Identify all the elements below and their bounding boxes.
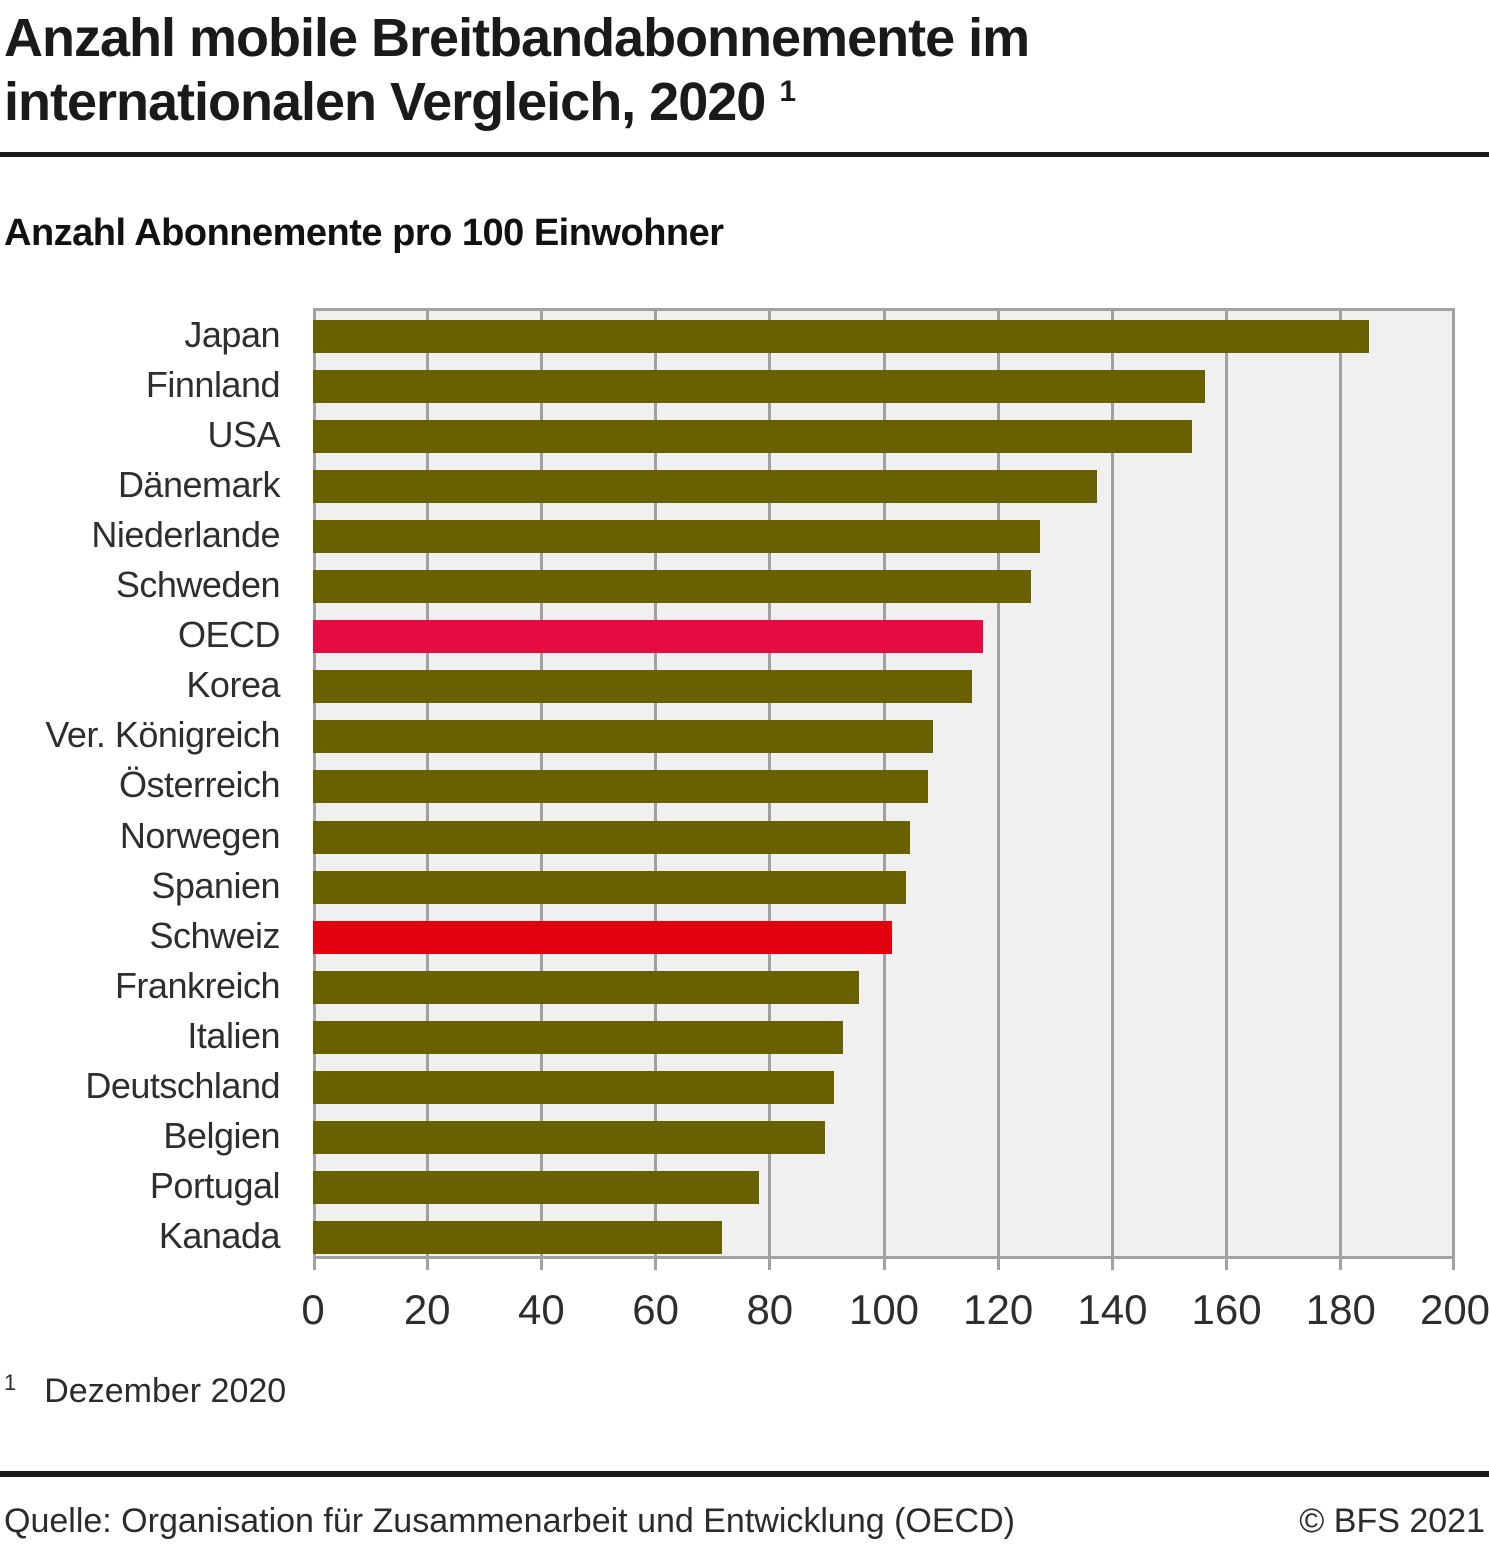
tick-mark-60 bbox=[654, 1259, 658, 1270]
category-label-schweiz: Schweiz bbox=[149, 914, 280, 956]
plot-area bbox=[313, 308, 1455, 1259]
tick-mark-0 bbox=[313, 1259, 316, 1270]
bar-usa bbox=[313, 420, 1192, 454]
category-label-japan: Japan bbox=[184, 314, 280, 356]
bar-ver-königreich bbox=[313, 720, 933, 754]
category-label-frankreich: Frankreich bbox=[114, 964, 281, 1006]
title-footnote-marker: 1 bbox=[779, 75, 796, 108]
tick-label-40: 40 bbox=[518, 1286, 565, 1333]
tick-label-200: 200 bbox=[1419, 1286, 1489, 1333]
category-label-kanada: Kanada bbox=[158, 1214, 281, 1256]
category-label-niederlande: Niederlande bbox=[91, 514, 280, 556]
footnote-marker: 1 bbox=[4, 1369, 17, 1395]
copyright-text: © BFS 2021 bbox=[1299, 1502, 1485, 1540]
gridline-200 bbox=[1452, 308, 1455, 1259]
category-label-korea: Korea bbox=[186, 664, 280, 706]
tick-mark-180 bbox=[1339, 1259, 1343, 1270]
footer-divider bbox=[0, 1471, 1489, 1477]
category-label-österreich: Österreich bbox=[118, 764, 281, 806]
bar-frankreich bbox=[313, 970, 859, 1004]
footnote: 1 Dezember 2020 bbox=[4, 1369, 287, 1411]
source-text: Quelle: Organisation für Zusammenarbeit … bbox=[4, 1502, 1015, 1540]
y-axis-category-labels: Japan Finnland USA Dänemark Niederlande Schwe… bbox=[0, 308, 280, 1259]
plot-top-edge bbox=[313, 308, 1455, 311]
title-divider bbox=[0, 152, 1489, 157]
chart-title-line2: internationalen Vergleich, 2020 bbox=[4, 72, 766, 132]
category-label-deutschland: Deutschland bbox=[85, 1064, 280, 1106]
tick-label-180: 180 bbox=[1305, 1286, 1376, 1333]
tick-label-140: 140 bbox=[1077, 1286, 1148, 1333]
tick-mark-160 bbox=[1225, 1259, 1229, 1270]
tick-label-80: 80 bbox=[746, 1286, 794, 1333]
bar-italien bbox=[313, 1020, 844, 1054]
bar-korea bbox=[313, 670, 972, 704]
bar-finnland bbox=[313, 370, 1206, 404]
bar-norwegen bbox=[313, 820, 910, 854]
bar-schweden bbox=[313, 570, 1032, 604]
tick-label-0: 0 bbox=[301, 1286, 325, 1333]
chart-title-line1: Anzahl mobile Breitbandabonnemente im bbox=[4, 8, 1030, 68]
x-axis-tick-labels: 0 20 40 60 80 100 120 140 160 180 200 bbox=[301, 1286, 1489, 1336]
category-label-norwegen: Norwegen bbox=[119, 814, 281, 856]
gridline-180 bbox=[1339, 308, 1343, 1259]
category-label-schweden: Schweden bbox=[115, 564, 281, 606]
tick-label-120: 120 bbox=[963, 1286, 1034, 1333]
tick-label-100: 100 bbox=[848, 1286, 920, 1333]
tick-label-60: 60 bbox=[632, 1286, 679, 1333]
category-label-belgien: Belgien bbox=[163, 1114, 280, 1156]
category-label-dänemark: Dänemark bbox=[117, 464, 281, 506]
gridline-160 bbox=[1225, 308, 1229, 1259]
bar-dänemark bbox=[313, 470, 1097, 504]
bar-chart: Japan Finnland USA Dänemark Niederlande Schwe… bbox=[0, 308, 1489, 1348]
tick-mark-100 bbox=[882, 1259, 886, 1270]
bar-kanada bbox=[313, 1220, 722, 1254]
chart-subtitle: Anzahl Abonnemente pro 100 Einwohner bbox=[4, 212, 724, 254]
bar-schweiz bbox=[313, 920, 892, 954]
bar-portugal bbox=[313, 1170, 759, 1204]
tick-mark-80 bbox=[768, 1259, 772, 1270]
category-label-italien: Italien bbox=[187, 1014, 280, 1056]
bar-niederlande bbox=[313, 520, 1040, 554]
x-axis-line bbox=[313, 1256, 1455, 1259]
bar-oecd bbox=[313, 620, 983, 654]
tick-label-160: 160 bbox=[1191, 1286, 1262, 1333]
gridline-120 bbox=[996, 308, 1000, 1259]
category-label-oecd: OECD bbox=[177, 614, 281, 656]
bar-deutschland bbox=[313, 1070, 834, 1104]
bar-österreich bbox=[313, 770, 928, 804]
tick-label-20: 20 bbox=[403, 1286, 451, 1333]
tick-mark-120 bbox=[996, 1259, 1000, 1270]
gridline-140 bbox=[1110, 308, 1114, 1259]
tick-mark-200 bbox=[1452, 1259, 1455, 1270]
chart-title: Anzahl mobile Breitbandabonnemente im in… bbox=[4, 6, 1204, 134]
bar-spanien bbox=[313, 870, 907, 904]
category-label-usa: USA bbox=[207, 414, 280, 456]
footnote-text: Dezember 2020 bbox=[44, 1372, 287, 1410]
category-label-portugal: Portugal bbox=[149, 1164, 281, 1206]
tick-mark-40 bbox=[539, 1259, 543, 1270]
category-label-spanien: Spanien bbox=[151, 864, 280, 906]
category-label-finnland: Finnland bbox=[145, 364, 281, 406]
bar-japan bbox=[313, 320, 1369, 353]
bar-belgien bbox=[313, 1120, 825, 1154]
category-label-ver-königreich: Ver. Königreich bbox=[45, 714, 280, 756]
tick-mark-140 bbox=[1110, 1259, 1114, 1270]
tick-mark-20 bbox=[425, 1259, 429, 1270]
x-axis bbox=[313, 1256, 1455, 1272]
footer: Quelle: Organisation für Zusammenarbeit … bbox=[0, 1502, 1489, 1541]
